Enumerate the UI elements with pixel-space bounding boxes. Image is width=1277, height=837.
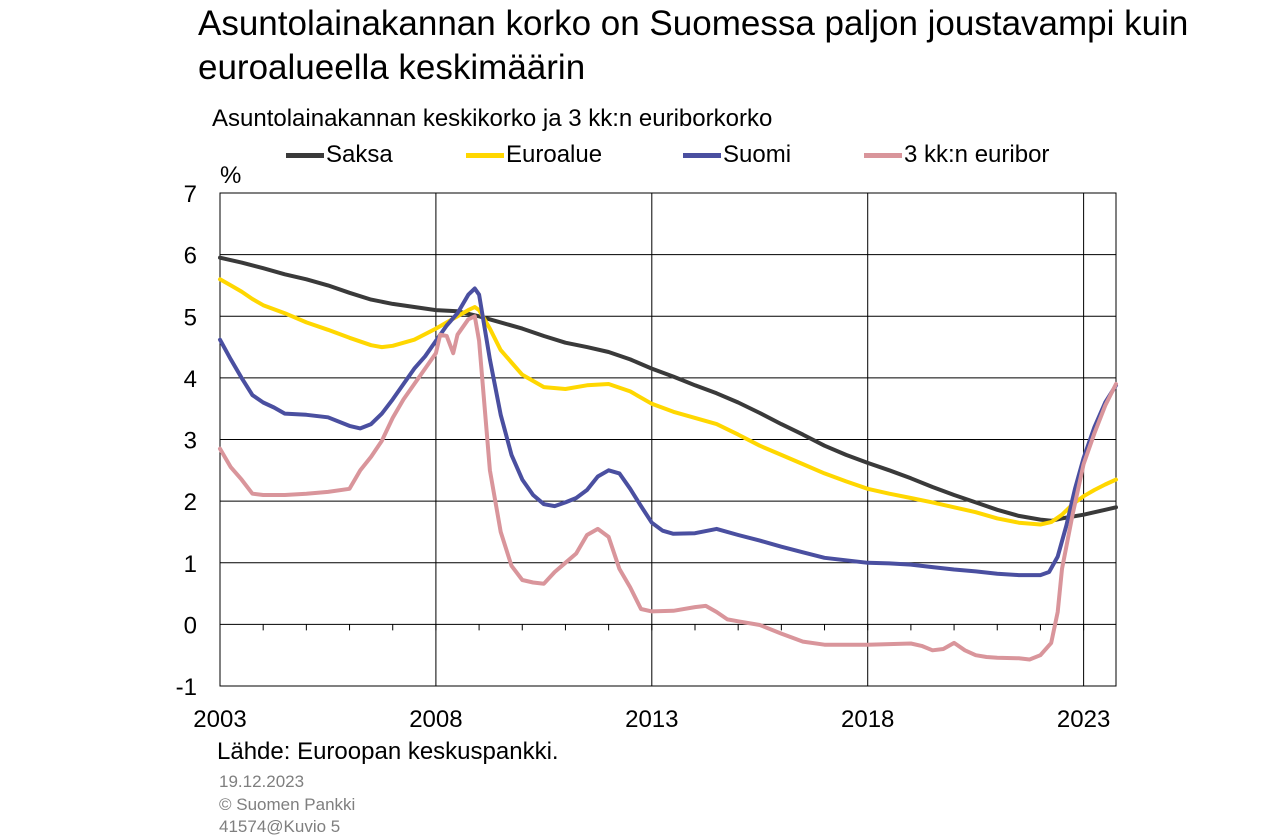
plot-frame: [219, 192, 1117, 687]
figure-id: 41574@Kuvio 5: [219, 817, 341, 836]
y-tick-label: 4: [184, 366, 197, 393]
y-tick-label: 3: [184, 428, 197, 455]
legend-swatch-suomi: [683, 152, 721, 158]
y-tick-label: 0: [184, 612, 197, 639]
y-tick-label: 6: [184, 243, 197, 270]
legend-item-suomi: Suomi: [683, 138, 791, 172]
legend-label-euribor: 3 kk:n euribor: [904, 141, 1050, 168]
chart-subtitle: Asuntolainakannan keskikorko ja 3 kk:n e…: [212, 105, 773, 132]
x-tick-label: 2023: [1057, 706, 1110, 733]
legend-item-saksa: Saksa: [286, 138, 393, 172]
legend-label-saksa: Saksa: [326, 141, 393, 168]
y-tick-label: 5: [184, 304, 197, 331]
legend-swatch-euribor: [864, 152, 902, 158]
publish-date: 19.12.2023: [219, 772, 305, 791]
y-tick-label: 7: [184, 181, 197, 208]
copyright-note: © Suomen Pankki: [219, 795, 356, 814]
legend: Saksa Euroalue Suomi 3 kk:n euribor: [0, 138, 1277, 172]
series-line-saksa: [218, 255, 1118, 523]
series-line-euroalue: [218, 277, 1118, 527]
legend-label-suomi: Suomi: [723, 141, 792, 168]
x-tick-label: 2018: [841, 706, 894, 733]
y-tick-label: 2: [184, 489, 197, 516]
legend-swatch-euroalue: [466, 152, 504, 158]
legend-label-euroalue: Euroalue: [506, 141, 603, 168]
source-note: Lähde: Euroopan keskuspankki.: [217, 738, 559, 765]
series-line-euribor: [218, 314, 1118, 662]
y-tick-label: 1: [184, 551, 197, 578]
legend-item-euroalue: Euroalue: [466, 138, 602, 172]
series-line-suomi: [218, 286, 1118, 578]
x-tick-label: 2008: [409, 706, 462, 733]
chart-title: Asuntolainakannan korko on Suomessa palj…: [198, 4, 1189, 87]
legend-item-euribor: 3 kk:n euribor: [864, 138, 1049, 172]
legend-swatch-saksa: [286, 152, 324, 158]
x-tick-label: 2013: [625, 706, 678, 733]
x-tick-label: 2003: [193, 706, 246, 733]
y-tick-label: -1: [176, 674, 197, 701]
y-axis-unit: %: [220, 162, 242, 189]
